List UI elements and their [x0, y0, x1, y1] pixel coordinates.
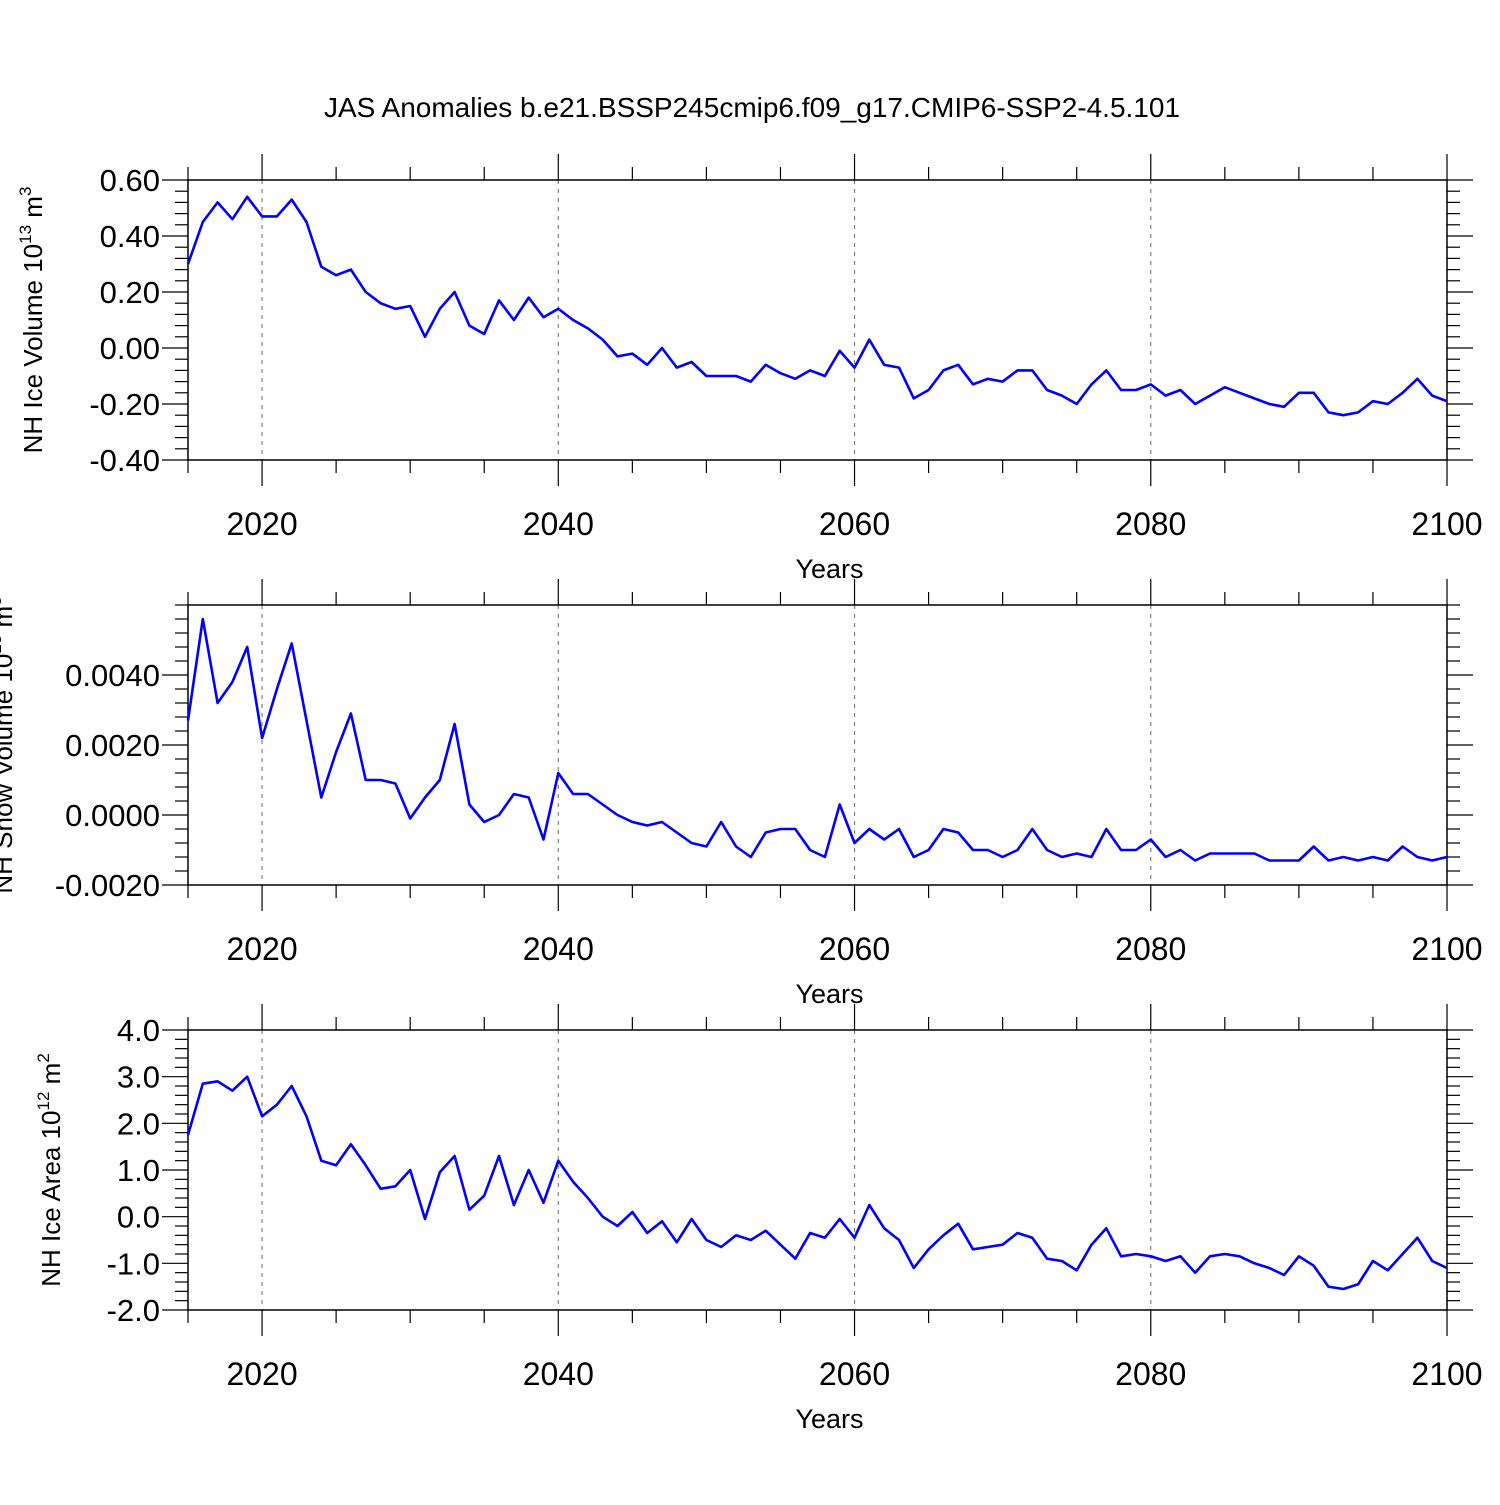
y-tick-label: 0.0040: [65, 658, 160, 693]
y-tick-label: -1.0: [107, 1246, 160, 1281]
x-axis-label: Years: [795, 1404, 863, 1434]
y-tick-label: -0.0020: [55, 868, 160, 903]
x-tick-label: 2040: [523, 931, 594, 967]
y-tick-label: 0.0020: [65, 728, 160, 763]
y-tick-label: -0.20: [89, 387, 160, 422]
x-tick-label: 2060: [819, 506, 890, 542]
y-tick-label: 0.40: [100, 219, 160, 254]
x-tick-label: 2020: [226, 506, 297, 542]
x-tick-label: 2040: [523, 506, 594, 542]
x-tick-label: 2080: [1115, 506, 1186, 542]
plot-frame: [187, 1029, 1448, 1311]
x-tick-label: 2040: [523, 1356, 594, 1392]
panel-2: 2020 2040 2060 2080 2100 Years -0.0020 0.0000 0.…: [0, 579, 1483, 1009]
x-axis-label: Years: [795, 979, 863, 1009]
series-line: [186, 1075, 1448, 1291]
y-tick-label: 3.0: [117, 1060, 160, 1095]
y-tick-label: 4.0: [117, 1013, 160, 1048]
y-axis-label: NH Snow Volume 1013 m3: [0, 596, 18, 893]
series-line: [186, 617, 1448, 862]
plot-frame: [187, 604, 1448, 886]
panel-1: 2020 2040 2060 2080 2100 Years -0.40 -0.20 0.00 0…: [16, 154, 1483, 584]
x-tick-label: 2080: [1115, 931, 1186, 967]
x-tick-label: 2100: [1411, 1356, 1482, 1392]
y-tick-label: 0.20: [100, 275, 160, 310]
x-tick-label: 2060: [819, 1356, 890, 1392]
y-tick-label: 2.0: [117, 1106, 160, 1141]
y-tick-label: 0.00: [100, 331, 160, 366]
x-tick-label: 2080: [1115, 1356, 1186, 1392]
y-axis-label: NH Ice Area 1012 m2: [34, 1053, 66, 1287]
panels: 2020 2040 2060 2080 2100Years-0.40-0.200.000…: [0, 154, 1483, 1434]
y-tick-label: -2.0: [107, 1293, 160, 1328]
x-tick-label: 2060: [819, 931, 890, 967]
y-tick-label: 1.0: [117, 1153, 160, 1188]
y-tick-label: 0.0000: [65, 798, 160, 833]
x-tick-label: 2100: [1411, 506, 1482, 542]
y-tick-label: 0.60: [100, 163, 160, 198]
panel-3: 2020 2040 2060 2080 2100 Years -2.0 -1.0 0.0 1.0 2…: [34, 1004, 1483, 1434]
y-tick-label: 0.0: [117, 1200, 160, 1235]
x-tick-label: 2020: [226, 1356, 297, 1392]
y-axis-label: NH Ice Volume 1013 m3: [16, 187, 48, 454]
chart-title: JAS Anomalies b.e21.BSSP245cmip6.f09_g17…: [324, 92, 1180, 123]
x-axis-label: Years: [795, 554, 863, 584]
y-tick-label: -0.40: [89, 443, 160, 478]
x-tick-label: 2100: [1411, 931, 1482, 967]
plot-frame: [187, 179, 1448, 461]
x-tick-label: 2020: [226, 931, 297, 967]
series-line: [186, 195, 1448, 417]
